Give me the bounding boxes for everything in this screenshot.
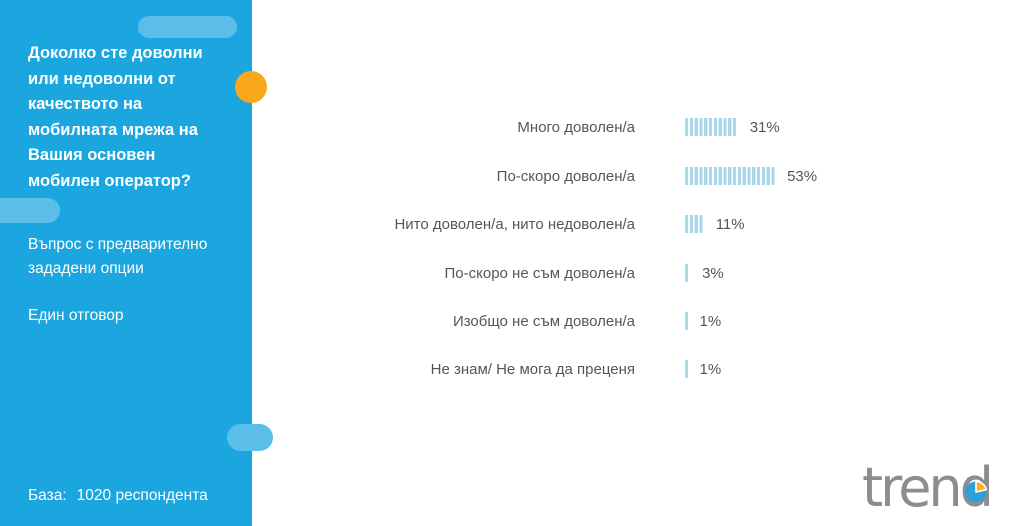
bar-label: По-скоро доволен/а — [496, 167, 635, 185]
chart-row: По-скоро не съм доволен/а 3% — [252, 263, 1024, 283]
decor-pill-top — [138, 16, 237, 38]
bar-value: 11% — [715, 215, 745, 233]
bar-value: 31% — [749, 118, 780, 136]
bar — [685, 215, 704, 233]
bar — [685, 312, 688, 330]
chart-row: Нито доволен/а, нито недоволен/а 11% — [252, 214, 1024, 234]
question-type-text: Въпрос с предварително зададени опции — [28, 236, 208, 277]
sample-base-value: 1020 респондента — [76, 487, 208, 504]
bar — [685, 264, 691, 282]
pie-chart-icon — [965, 480, 988, 503]
answer-mode-text: Един отговор — [28, 307, 124, 324]
bar-value: 1% — [699, 312, 722, 330]
bar-label: Много доволен/а — [517, 118, 635, 136]
question-title: Доколко сте доволни или недоволни от кач… — [28, 44, 203, 190]
bar-label: По-скоро не съм доволен/а — [444, 264, 636, 282]
decor-pill-left — [0, 198, 60, 223]
decor-pill-right — [227, 424, 273, 451]
bar — [685, 118, 738, 136]
bar-label: Нито доволен/а, нито недоволен/а — [394, 215, 635, 233]
trend-logo: trend — [862, 456, 1012, 520]
chart-row: Не знам/ Не мога да преценя 1% — [252, 359, 1024, 379]
sample-base-text: База: 1020 респондента — [28, 487, 208, 505]
chart-row: Изобщо не съм доволен/а 1% — [252, 311, 1024, 331]
bar-value: 53% — [787, 167, 818, 185]
decor-accent-dot — [235, 71, 267, 103]
bar-value: 1% — [699, 360, 722, 378]
chart-row: По-скоро доволен/а 53% — [252, 166, 1024, 186]
chart-row: Много доволен/а 31% — [252, 117, 1024, 137]
bar — [685, 360, 688, 378]
question-sidebar: Доколко сте доволни или недоволни от кач… — [0, 0, 252, 526]
sample-base-label: База: — [28, 487, 67, 504]
bar-label: Не знам/ Не мога да преценя — [430, 360, 635, 378]
bar-label: Изобщо не съм доволен/а — [452, 312, 635, 330]
bar-value: 3% — [702, 264, 724, 282]
bar — [685, 167, 776, 185]
